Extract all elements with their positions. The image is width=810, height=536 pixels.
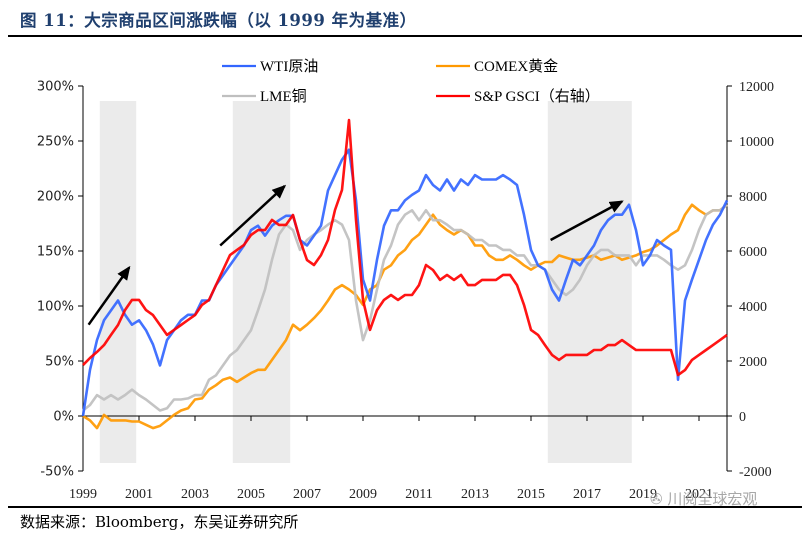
x-tick-label: 2007 xyxy=(293,487,321,502)
legend-label: LME铜 xyxy=(260,88,307,105)
wechat-icon: ✇ xyxy=(650,490,668,508)
x-tick-label: 2013 xyxy=(461,487,489,502)
legend-label: S&P GSCI（右轴） xyxy=(474,88,600,105)
right-tick-label: 12000 xyxy=(739,80,774,95)
title-divider xyxy=(8,35,802,37)
legend-label: WTI原油 xyxy=(260,58,318,75)
right-tick-label: -2000 xyxy=(739,465,772,480)
trend-arrow xyxy=(550,200,624,242)
x-tick-label: 2009 xyxy=(349,487,377,502)
x-tick-label: 2017 xyxy=(573,487,601,502)
right-tick-label: 6000 xyxy=(739,245,767,260)
right-tick-label: 0 xyxy=(739,410,746,425)
x-tick-label: 2005 xyxy=(237,487,265,502)
footer-divider xyxy=(8,506,802,508)
x-tick-label: 1999 xyxy=(69,487,97,502)
left-tick-label: 150% xyxy=(37,245,74,260)
watermark: ✇ 川阅全球宏观 xyxy=(650,488,757,509)
watermark-text: 川阅全球宏观 xyxy=(667,490,758,508)
x-tick-label: 2011 xyxy=(405,487,432,502)
right-tick-label: 10000 xyxy=(739,135,774,150)
left-tick-label: 200% xyxy=(37,190,74,205)
axes: 300% 250% 200% 150% 100% 50% 0% -50% 12000 10000 8… xyxy=(37,80,774,503)
annotation-arrows xyxy=(87,184,624,326)
x-tick-label: 2021 xyxy=(685,487,713,502)
left-tick-label: 300% xyxy=(37,80,74,95)
right-tick-label: 8000 xyxy=(739,190,767,205)
x-tick-label: 2015 xyxy=(517,487,545,502)
left-tick-label: 0% xyxy=(53,410,74,425)
figure-title: 图 11：大宗商品区间涨跌幅（以 1999 年为基准） xyxy=(20,11,417,30)
source-note: 数据来源：Bloomberg，东吴证券研究所 xyxy=(20,513,299,531)
series-lines xyxy=(81,118,729,430)
shaded-period xyxy=(547,101,632,463)
left-tick-label: 100% xyxy=(37,300,74,315)
left-tick-label: 50% xyxy=(45,355,74,370)
shaded-periods xyxy=(99,101,632,463)
right-tick-label: 2000 xyxy=(739,355,767,370)
x-tick-label: 2003 xyxy=(181,487,209,502)
shaded-period xyxy=(232,101,291,463)
trend-arrow xyxy=(87,265,131,326)
right-tick-label: 4000 xyxy=(739,300,767,315)
x-tick-label: 2001 xyxy=(125,487,153,502)
trend-arrow xyxy=(219,184,287,247)
left-tick-label: -50% xyxy=(40,465,74,480)
left-tick-label: 250% xyxy=(37,135,74,150)
legend-label: COMEX黄金 xyxy=(474,58,558,75)
x-tick-label: 2019 xyxy=(629,487,657,502)
legend: WTI原油 COMEX黄金 LME铜 S&P GSCI（右轴） xyxy=(222,58,600,105)
